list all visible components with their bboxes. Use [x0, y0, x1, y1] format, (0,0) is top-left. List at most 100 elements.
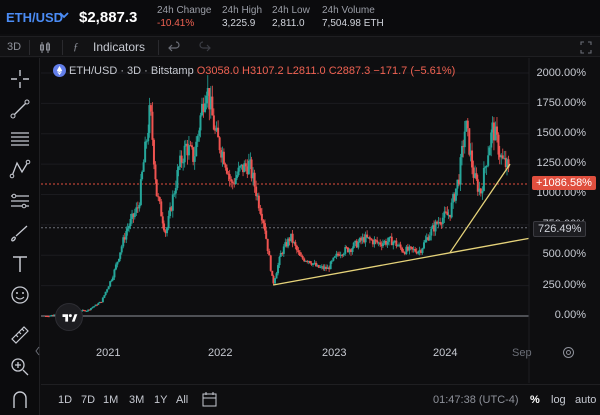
stat-label: 24h High [222, 5, 263, 16]
candle-body [265, 230, 268, 239]
candle-body [119, 252, 122, 259]
range-button[interactable]: 1D [58, 394, 73, 406]
candle-body [437, 222, 440, 224]
candle-body [196, 135, 199, 142]
candle-body [501, 155, 504, 159]
text-icon[interactable] [9, 253, 31, 275]
candle-body [100, 301, 103, 303]
legend-change: −171.7 (−5.61%) [373, 65, 456, 77]
candle-body [222, 151, 225, 165]
stat-24h-low: 24h Low 2,811.0 [272, 4, 310, 30]
price-chart[interactable] [41, 58, 600, 383]
candle-body [440, 223, 443, 225]
pattern-icon[interactable] [9, 158, 31, 180]
range-button[interactable]: 3M [129, 394, 145, 406]
candle-body [447, 214, 450, 216]
candle-body [208, 88, 211, 110]
indicators-icon[interactable]: ƒ [73, 41, 79, 53]
trendline-icon[interactable] [9, 98, 31, 120]
range-button[interactable]: 1Y [154, 394, 168, 406]
candle-body [187, 145, 190, 156]
fullscreen-icon[interactable] [580, 40, 592, 55]
range-button[interactable]: 7D [81, 394, 96, 406]
candle-body [170, 207, 173, 211]
candle-body [167, 215, 170, 229]
candle-body [376, 240, 379, 243]
auto-scale-toggle[interactable]: auto [575, 394, 597, 406]
candle-body [500, 155, 503, 158]
candle-body [325, 266, 328, 270]
candle-body [346, 247, 349, 253]
candle-body [478, 188, 481, 192]
candle-body [91, 307, 94, 309]
range-button[interactable]: 1M [103, 394, 119, 406]
trendline [449, 163, 511, 254]
interval-button[interactable]: 3D [7, 41, 22, 53]
candle-body [249, 159, 252, 161]
log-scale-toggle[interactable]: log [551, 394, 566, 406]
candle-body [171, 194, 174, 211]
candle-body [446, 212, 449, 216]
indicators-button[interactable]: Indicators [93, 40, 146, 54]
last-price: $2,887.3 [79, 9, 138, 26]
ohlc-legend: ETH/USD · 3D · Bitstamp O3058.0 H3107.2 … [69, 65, 455, 77]
symbol-selector[interactable]: ETH/USD [6, 10, 64, 25]
candle-body [430, 228, 433, 236]
tradingview-logo[interactable] [55, 303, 83, 331]
candle-body [457, 179, 460, 185]
candle-body [306, 260, 309, 262]
candle-body [195, 141, 198, 157]
percent-scale-toggle[interactable]: % [530, 394, 540, 406]
candle-body [220, 150, 223, 158]
candle-body [106, 289, 109, 292]
ruler-icon[interactable] [9, 324, 31, 346]
candle-body [398, 244, 401, 246]
horizontal-lines-icon[interactable] [9, 128, 31, 150]
candle-body [303, 258, 306, 262]
candle-body [117, 258, 120, 262]
settings-icon[interactable] [562, 346, 575, 359]
candle-body [154, 164, 157, 180]
emoji-icon[interactable] [9, 284, 31, 306]
candle-body [125, 230, 128, 240]
candle-body [315, 262, 318, 267]
candle-body [294, 242, 297, 246]
range-bar: 1D 7D 1M 3M 1Y All 01:47:38 (UTC-4) % lo… [41, 384, 600, 415]
undo-icon[interactable] [168, 40, 180, 55]
y-tick-label: 2000.00% [536, 67, 586, 79]
candle-body [323, 266, 326, 269]
candle-body [436, 221, 439, 224]
candle-body [193, 156, 196, 162]
candle-body [380, 244, 383, 247]
magnet-icon[interactable] [9, 388, 31, 410]
candle-body [311, 263, 314, 265]
chart-toolbar: 3D ƒ Indicators [0, 36, 600, 57]
redo-icon[interactable] [199, 40, 211, 55]
candle-body [350, 249, 353, 252]
candle-body [441, 217, 444, 224]
zoom-in-icon[interactable] [9, 356, 31, 378]
candle-body [300, 255, 303, 257]
candle-type-icon[interactable] [38, 40, 52, 55]
candle-body [290, 233, 293, 242]
crosshair-icon[interactable] [9, 68, 31, 90]
fib-icon[interactable] [9, 190, 31, 212]
candle-body [364, 234, 367, 243]
collapse-arrow-icon[interactable] [35, 346, 41, 356]
candle-body [111, 277, 114, 281]
chevron-down-icon[interactable] [57, 8, 71, 22]
candle-body [206, 88, 209, 96]
calendar-range-icon[interactable] [201, 391, 218, 408]
candle-body [472, 167, 475, 178]
candle-body [176, 170, 179, 188]
candle-body [342, 253, 345, 256]
brush-icon[interactable] [9, 222, 31, 244]
range-button[interactable]: All [176, 394, 189, 406]
candle-body [132, 213, 135, 218]
candle-body [149, 105, 152, 112]
tradingview-mark [62, 314, 78, 322]
candle-body [304, 260, 307, 262]
candle-body [297, 250, 300, 253]
candle-body [204, 103, 207, 112]
candle-body [250, 159, 253, 179]
